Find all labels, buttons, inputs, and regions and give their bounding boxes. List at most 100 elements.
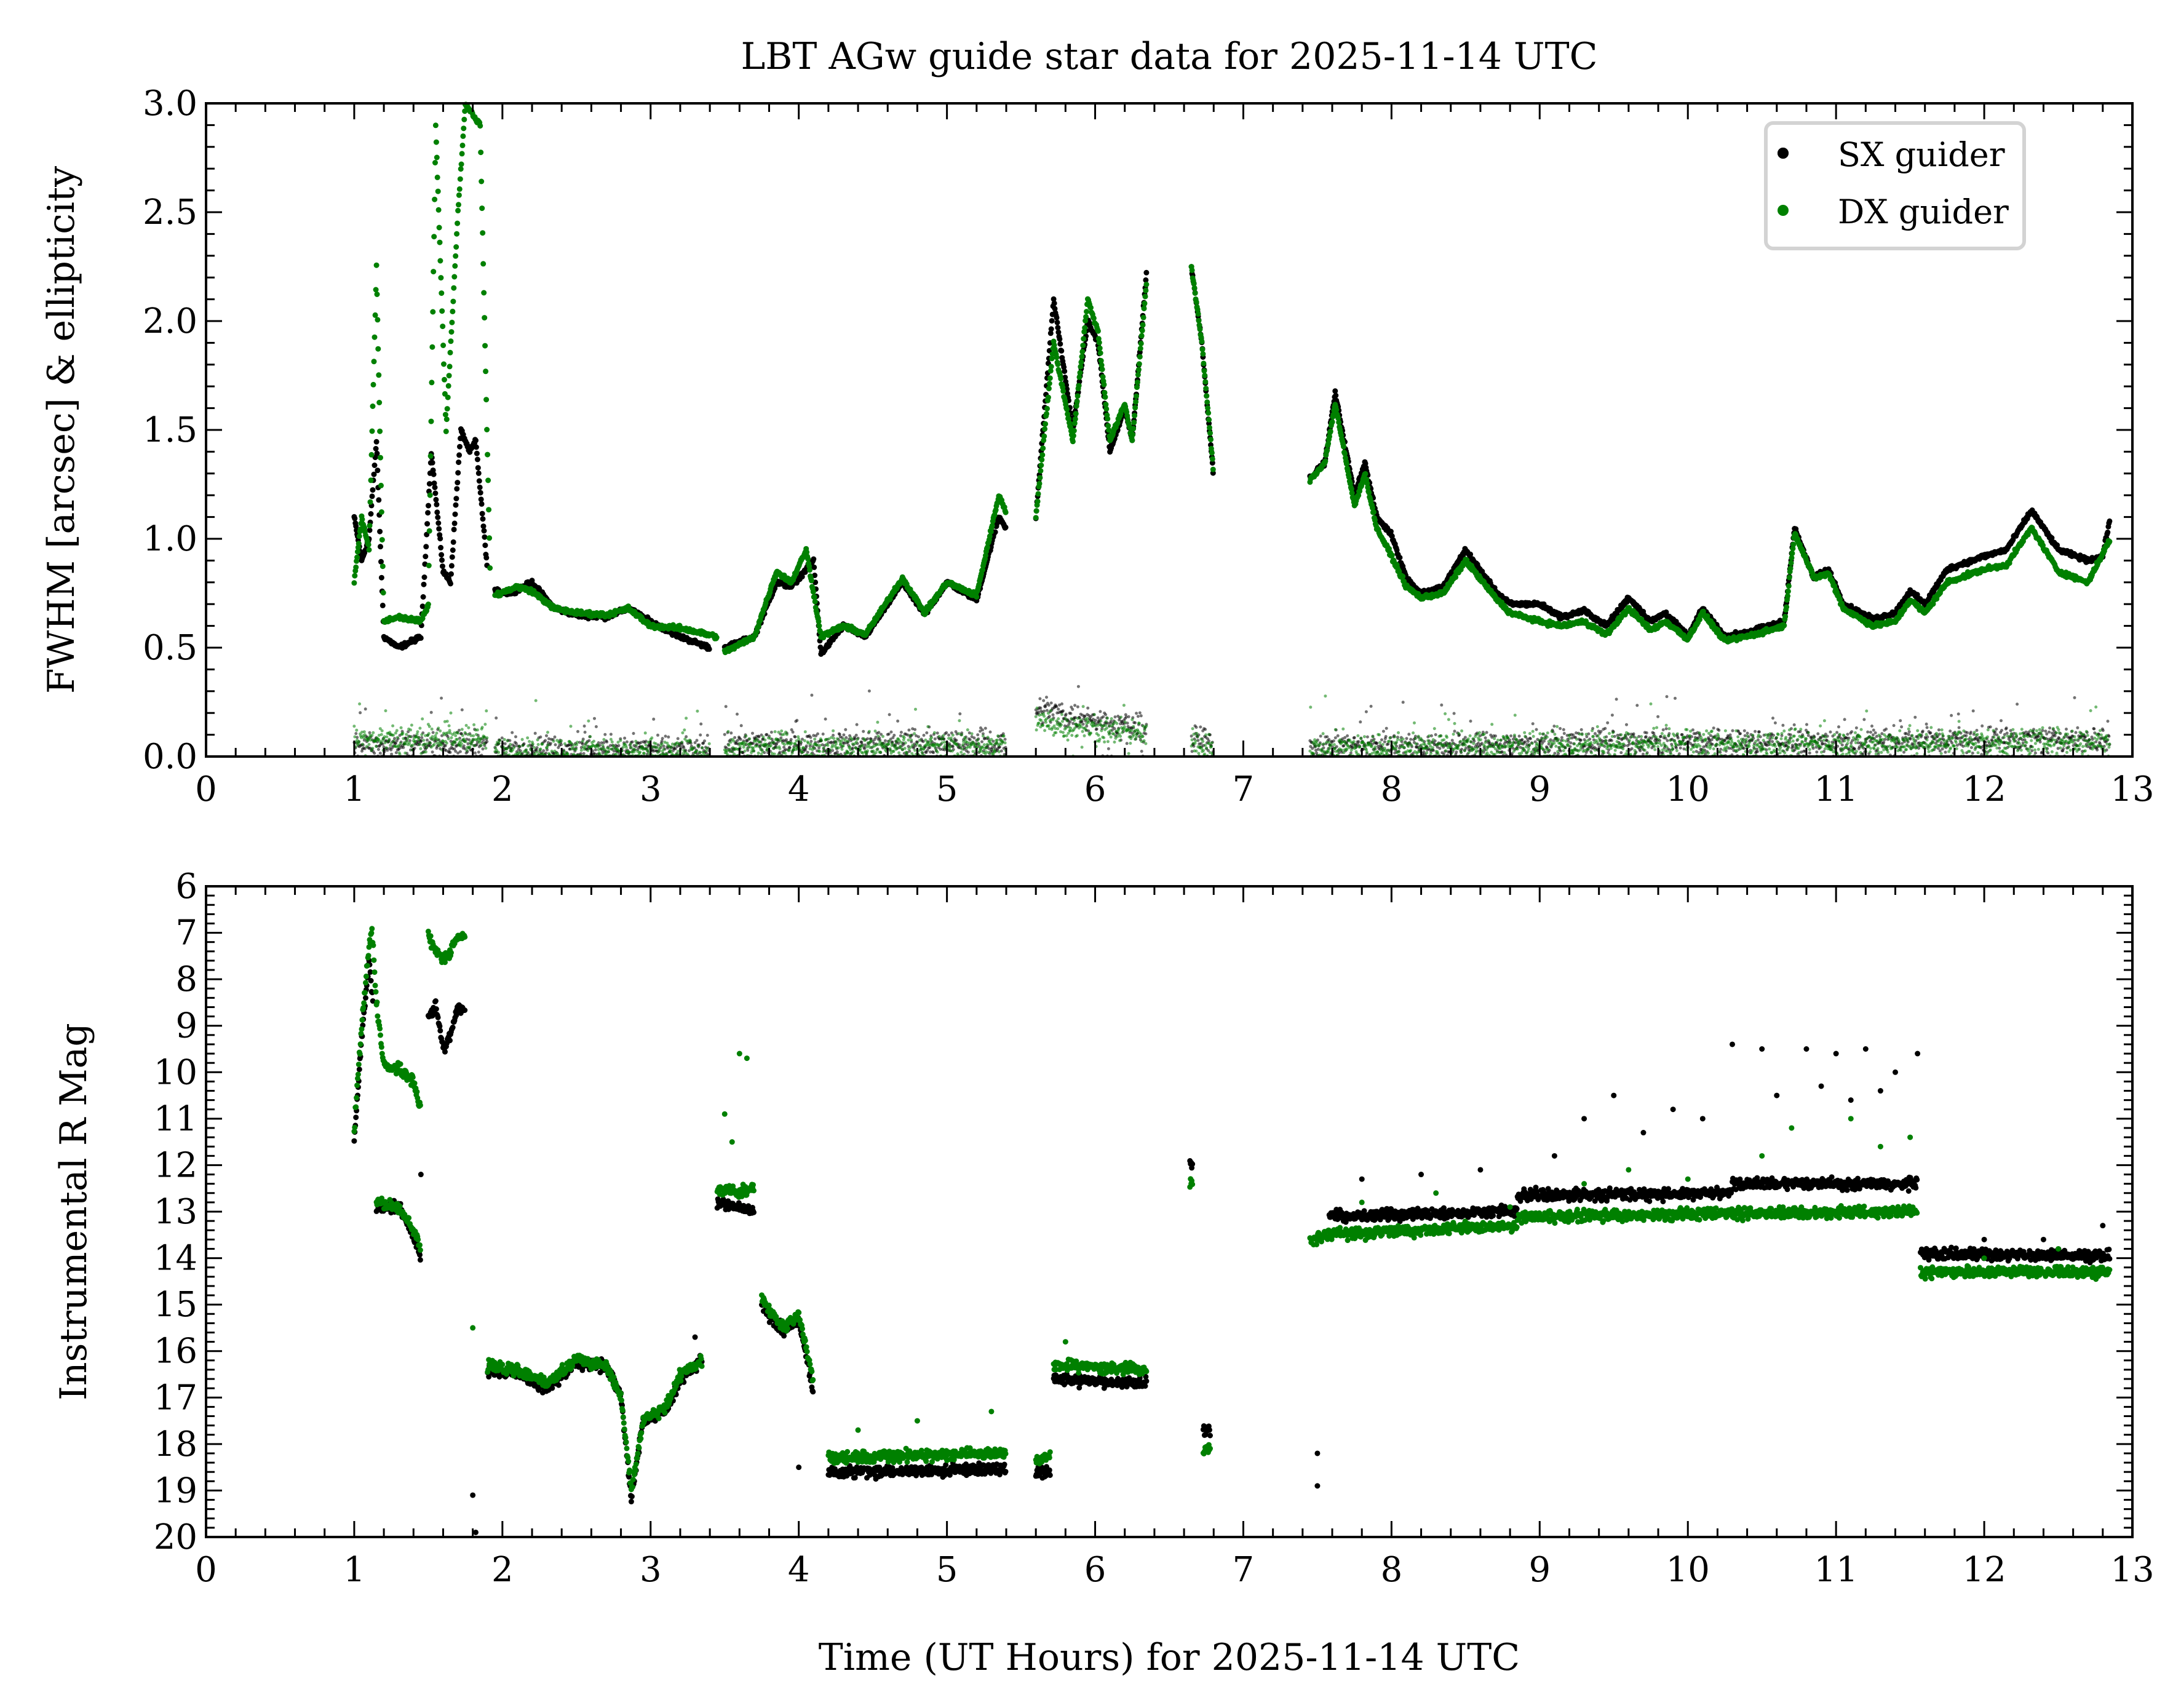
data-point — [1072, 416, 1078, 422]
data-point — [450, 539, 456, 545]
data-point — [426, 481, 432, 487]
data-point — [439, 308, 445, 314]
data-point — [1341, 443, 1346, 450]
data-point — [438, 275, 444, 281]
data-point — [1143, 282, 1150, 287]
data-point — [1140, 322, 1146, 328]
data-point — [368, 451, 375, 458]
data-point — [1043, 421, 1049, 427]
data-point — [1079, 349, 1086, 355]
data-point — [1105, 416, 1111, 422]
data-point — [426, 528, 432, 534]
data-point — [445, 383, 451, 389]
data-point — [354, 554, 360, 560]
data-point — [1197, 326, 1203, 332]
data-point — [369, 493, 375, 499]
top-plot-data — [351, 101, 2113, 758]
data-point — [482, 534, 488, 540]
data-point — [455, 470, 461, 476]
data-point — [431, 480, 437, 487]
data-point — [1333, 392, 1339, 399]
data-point — [368, 511, 374, 517]
data-point — [421, 581, 427, 587]
data-point — [479, 178, 485, 185]
data-point — [1041, 433, 1047, 439]
data-point — [1397, 555, 1403, 561]
data-point — [482, 542, 488, 549]
data-point — [356, 541, 362, 547]
data-point — [1142, 293, 1148, 300]
data-point — [974, 594, 980, 600]
data-point — [436, 526, 442, 532]
data-point — [456, 202, 461, 208]
data-point — [430, 467, 436, 474]
data-point — [478, 149, 484, 156]
data-point — [2105, 530, 2111, 535]
data-point — [1400, 573, 1406, 579]
data-point — [1781, 622, 1787, 629]
data-point — [1054, 315, 1060, 320]
data-point — [1134, 393, 1139, 399]
data-point — [1058, 376, 1064, 382]
data-point — [484, 427, 490, 432]
data-point — [1138, 341, 1144, 347]
data-point — [480, 261, 487, 267]
data-point — [808, 578, 814, 584]
data-point — [440, 563, 445, 570]
data-point — [1202, 373, 1208, 379]
data-point — [1205, 405, 1211, 411]
data-point — [429, 459, 435, 466]
data-point — [1102, 394, 1108, 400]
data-point — [379, 602, 386, 608]
data-point — [449, 554, 455, 560]
data-point — [434, 501, 440, 507]
data-point — [1135, 367, 1142, 373]
data-point — [1076, 383, 1082, 389]
data-point — [439, 557, 445, 563]
data-point — [1033, 515, 1039, 521]
data-point — [812, 598, 818, 605]
data-point — [436, 224, 442, 231]
data-point — [375, 317, 381, 323]
data-point — [433, 496, 439, 502]
data-point — [1204, 393, 1210, 399]
data-point — [1048, 363, 1054, 370]
data-point — [1033, 508, 1039, 514]
data-point — [366, 547, 372, 553]
data-point — [473, 444, 479, 450]
data-point — [448, 581, 453, 587]
data-point — [476, 478, 482, 484]
data-point — [442, 411, 448, 418]
data-point — [1203, 386, 1209, 392]
data-point — [1137, 354, 1143, 360]
data-point — [378, 482, 384, 488]
data-point — [440, 343, 447, 348]
data-point — [448, 338, 454, 344]
data-point — [479, 510, 485, 517]
data-point — [1136, 361, 1142, 367]
data-point — [1206, 417, 1212, 423]
data-point — [433, 139, 439, 145]
data-point — [1371, 509, 1376, 515]
data-point — [441, 361, 447, 367]
data-point — [1099, 367, 1105, 372]
data-point — [1039, 452, 1046, 458]
data-point — [426, 502, 431, 509]
data-point — [455, 480, 461, 486]
data-point — [1784, 604, 1790, 610]
data-point — [1201, 360, 1207, 367]
data-point — [1130, 426, 1137, 432]
data-point — [461, 125, 467, 132]
data-point — [1196, 317, 1202, 324]
data-point — [1101, 381, 1107, 387]
data-point — [365, 542, 371, 548]
data-point — [435, 207, 442, 213]
data-point — [1209, 456, 1215, 462]
data-point — [378, 574, 384, 581]
data-point — [376, 372, 382, 378]
data-point — [373, 439, 379, 445]
data-point — [1079, 354, 1085, 360]
data-point — [706, 646, 712, 652]
data-point — [432, 196, 438, 202]
data-point — [487, 535, 493, 541]
